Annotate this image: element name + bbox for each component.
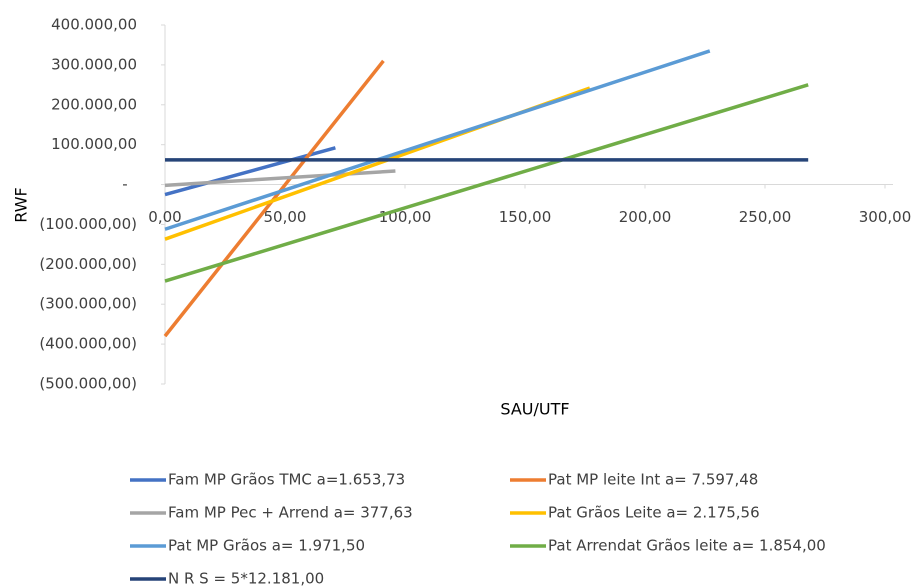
x-tick-label: 50,00 bbox=[264, 208, 307, 226]
legend-label: Fam MP Grãos TMC a=1.653,73 bbox=[168, 471, 405, 489]
x-tick-label: 300,00 bbox=[859, 208, 912, 226]
legend-label: N R S = 5*12.181,00 bbox=[168, 570, 324, 586]
legend-label: Fam MP Pec + Arrend a= 377,63 bbox=[168, 504, 413, 522]
x-tick-label: 0,00 bbox=[148, 208, 181, 226]
legend-label: Pat Arrendat Grãos leite a= 1.854,00 bbox=[548, 537, 826, 555]
y-tick-label: 100.000,00 bbox=[51, 135, 137, 153]
y-tick-label: (500.000,00) bbox=[39, 375, 137, 393]
legend-label: Pat Grãos Leite a= 2.175,56 bbox=[548, 504, 760, 522]
legend-label: Pat MP leite Int a= 7.597,48 bbox=[548, 471, 758, 489]
legend-label: Pat MP Grãos a= 1.971,50 bbox=[168, 537, 365, 555]
y-tick-label: (100.000,00) bbox=[39, 215, 137, 233]
y-tick-label: 300.000,00 bbox=[51, 55, 137, 73]
y-tick-label: - bbox=[122, 175, 127, 193]
x-tick-label: 100,00 bbox=[379, 208, 432, 226]
y-axis-title: RWF bbox=[12, 187, 31, 223]
x-tick-label: 150,00 bbox=[499, 208, 552, 226]
x-tick-label: 250,00 bbox=[739, 208, 792, 226]
series-line bbox=[164, 83, 809, 283]
series-line bbox=[164, 169, 396, 188]
y-tick-label: (400.000,00) bbox=[39, 335, 137, 353]
x-axis-title: SAU/UTF bbox=[500, 400, 569, 419]
y-tick-label: 200.000,00 bbox=[51, 95, 137, 113]
y-tick-label: 400.000,00 bbox=[51, 16, 137, 34]
y-tick-label: (300.000,00) bbox=[39, 295, 137, 313]
y-tick-label: (200.000,00) bbox=[39, 255, 137, 273]
x-tick-label: 200,00 bbox=[619, 208, 672, 226]
series-line bbox=[164, 49, 711, 231]
